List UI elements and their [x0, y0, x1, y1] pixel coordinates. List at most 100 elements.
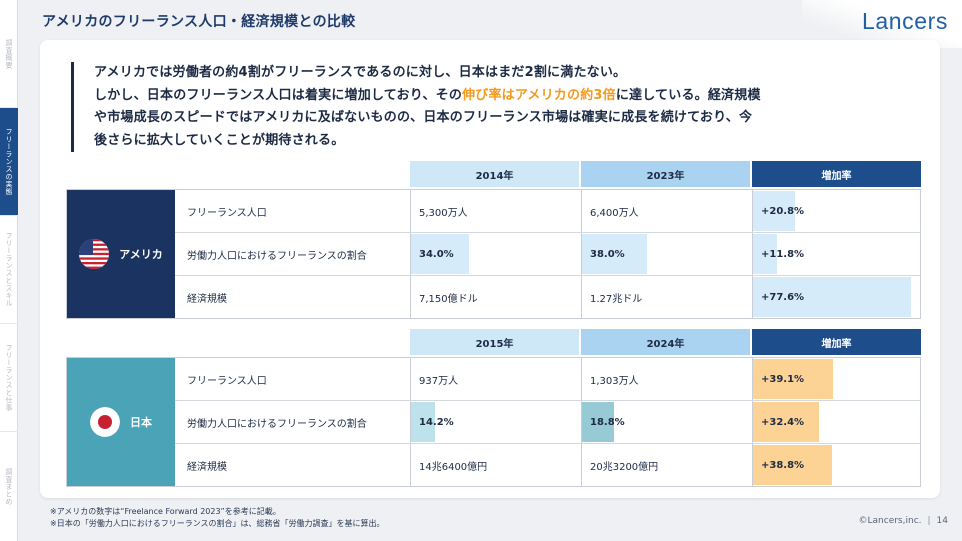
- value-cell: 1.27兆ドル: [582, 276, 753, 318]
- footnotes: ※アメリカの数字は“Freelance Forward 2023”を参考に記載。…: [50, 506, 385, 530]
- value-text: 6,400万人: [590, 207, 639, 219]
- column-header-year-2: 2023年: [581, 161, 750, 187]
- value-text: 14兆6400億円: [419, 461, 488, 473]
- page-title: アメリカのフリーランス人口・経済規模との比較: [42, 14, 356, 30]
- sidebar-tab-freelance-skills[interactable]: フリーランスとスキル: [0, 216, 18, 324]
- growth-bar: [753, 402, 819, 442]
- value-cell: 38.0%: [582, 233, 753, 275]
- table-body: 日本 フリーランス人口 937万人 1,303万人 +39.1% 労働力人口にお…: [66, 357, 921, 487]
- table-header-row: 2015年 2024年 増加率: [66, 329, 921, 355]
- column-header-growth: 増加率: [752, 329, 921, 355]
- growth-cell: +77.6%: [753, 276, 920, 318]
- sidebar-tab-label: フリーランスの実態: [5, 127, 13, 196]
- value-text: 1.27兆ドル: [590, 293, 643, 305]
- page-header: アメリカのフリーランス人口・経済規模との比較 Lancers: [18, 0, 962, 48]
- table-body: アメリカ フリーランス人口 5,300万人 6,400万人 +20.8% 労働力…: [66, 189, 921, 319]
- page-number: 14: [936, 516, 948, 526]
- lead-line-2: しかし、日本のフリーランス人口は着実に増加しており、その伸び率はアメリカの約3倍…: [94, 85, 931, 108]
- sidebar-tab-label: フリーランスとスキル: [5, 232, 13, 307]
- row-label: 経済規模: [175, 276, 411, 318]
- country-label-japan: 日本: [67, 358, 175, 486]
- value-cell: 7,150億ドル: [411, 276, 582, 318]
- growth-bar: [753, 277, 911, 317]
- value-cell: 20兆3200億円: [582, 444, 753, 486]
- footer-separator: |: [927, 516, 931, 526]
- footnote: ※アメリカの数字は“Freelance Forward 2023”を参考に記載。: [50, 507, 281, 516]
- country-name: 日本: [130, 416, 152, 429]
- row-label: フリーランス人口: [175, 358, 411, 400]
- sidebar-tab-label: フリーランスと仕事: [5, 343, 13, 412]
- growth-text: +39.1%: [761, 373, 805, 385]
- us-flag-icon: [79, 239, 110, 269]
- growth-text: +11.8%: [761, 248, 805, 260]
- table-row: フリーランス人口 5,300万人 6,400万人 +20.8%: [175, 190, 920, 233]
- growth-text: +77.6%: [761, 291, 805, 303]
- lancers-logo: Lancers: [861, 8, 948, 34]
- growth-bar: [753, 191, 795, 231]
- growth-text: +32.4%: [761, 416, 805, 428]
- growth-cell: +20.8%: [753, 190, 920, 232]
- sidebar-tab-label: 調査概要: [5, 38, 13, 69]
- share-bar: [582, 234, 647, 274]
- share-bar: [582, 402, 614, 442]
- country-name: アメリカ: [119, 248, 163, 261]
- row-label: フリーランス人口: [175, 190, 411, 232]
- table-row: フリーランス人口 937万人 1,303万人 +39.1%: [175, 358, 920, 401]
- column-header-year-1: 2015年: [410, 329, 579, 355]
- value-cell: 34.0%: [411, 233, 582, 275]
- row-label: 経済規模: [175, 444, 411, 486]
- growth-cell: +11.8%: [753, 233, 920, 275]
- footnote: ※日本の「労働力人口におけるフリーランスの割合」は、総務省「労働力調査」を基に算…: [50, 519, 385, 528]
- lead-highlight: 伸び率はアメリカの約3倍: [462, 87, 616, 103]
- value-cell: 14兆6400億円: [411, 444, 582, 486]
- lead-line-4: 後さらに拡大していくことが期待される。: [94, 132, 345, 148]
- lead-line-3: や市場成長のスピードではアメリカに及ばないものの、日本のフリーランス市場は確実に…: [94, 110, 753, 125]
- table-row: 経済規模 7,150億ドル 1.27兆ドル +77.6%: [175, 276, 920, 318]
- japan-flag-icon: [90, 407, 120, 437]
- row-label: 労働力人口におけるフリーランスの割合: [175, 233, 411, 275]
- lead-line-1: アメリカでは労働者の約4割がフリーランスであるのに対し、日本はまだ2割に満たない…: [94, 65, 627, 80]
- value-text: 20兆3200億円: [590, 461, 659, 473]
- value-text: 14.2%: [419, 416, 454, 428]
- lead-text: しかし、日本のフリーランス人口は着実に増加しており、その: [94, 87, 463, 103]
- table-row: 労働力人口におけるフリーランスの割合 14.2% 18.8% +32.4%: [175, 401, 920, 444]
- lead-text: に達している。経済規模: [615, 87, 761, 103]
- sidebar-tab-overview[interactable]: 調査概要: [0, 0, 18, 108]
- sidebar-tab-freelance-work[interactable]: フリーランスと仕事: [0, 324, 18, 432]
- share-bar: [411, 234, 469, 274]
- growth-text: +20.8%: [761, 205, 805, 217]
- footer: ©Lancers,inc. | 14: [859, 516, 948, 526]
- growth-bar: [753, 234, 777, 274]
- column-header-year-1: 2014年: [410, 161, 579, 187]
- lead-paragraph: アメリカでは労働者の約4割がフリーランスであるのに対し、日本はまだ2割に満たない…: [71, 62, 931, 152]
- value-cell: 6,400万人: [582, 190, 753, 232]
- growth-bar: [753, 445, 832, 485]
- value-cell: 5,300万人: [411, 190, 582, 232]
- sidebar-tab-summary[interactable]: 調査まとめ: [0, 432, 18, 541]
- growth-text: +38.8%: [761, 459, 805, 471]
- value-text: 34.0%: [419, 248, 454, 260]
- sidebar: 調査概要 フリーランスの実態 フリーランスとスキル フリーランスと仕事 調査まと…: [0, 0, 18, 541]
- value-cell: 1,303万人: [582, 358, 753, 400]
- share-bar: [411, 402, 435, 442]
- table-row: 労働力人口におけるフリーランスの割合 34.0% 38.0% +11.8%: [175, 233, 920, 276]
- value-text: 38.0%: [590, 248, 625, 260]
- table-header-row: 2014年 2023年 増加率: [66, 161, 921, 187]
- country-label-usa: アメリカ: [67, 190, 175, 318]
- growth-cell: +39.1%: [753, 358, 920, 400]
- value-text: 7,150億ドル: [419, 293, 478, 305]
- row-label: 労働力人口におけるフリーランスの割合: [175, 401, 411, 443]
- value-text: 937万人: [419, 375, 459, 387]
- value-cell: 937万人: [411, 358, 582, 400]
- growth-bar: [753, 359, 833, 399]
- column-header-year-2: 2024年: [581, 329, 750, 355]
- sidebar-tab-freelance-reality[interactable]: フリーランスの実態: [0, 108, 18, 216]
- value-text: 5,300万人: [419, 207, 468, 219]
- value-cell: 18.8%: [582, 401, 753, 443]
- value-text: 1,303万人: [590, 375, 639, 387]
- value-text: 18.8%: [590, 416, 625, 428]
- table-row: 経済規模 14兆6400億円 20兆3200億円 +38.8%: [175, 444, 920, 486]
- growth-cell: +32.4%: [753, 401, 920, 443]
- value-cell: 14.2%: [411, 401, 582, 443]
- sidebar-tab-label: 調査まとめ: [5, 467, 13, 506]
